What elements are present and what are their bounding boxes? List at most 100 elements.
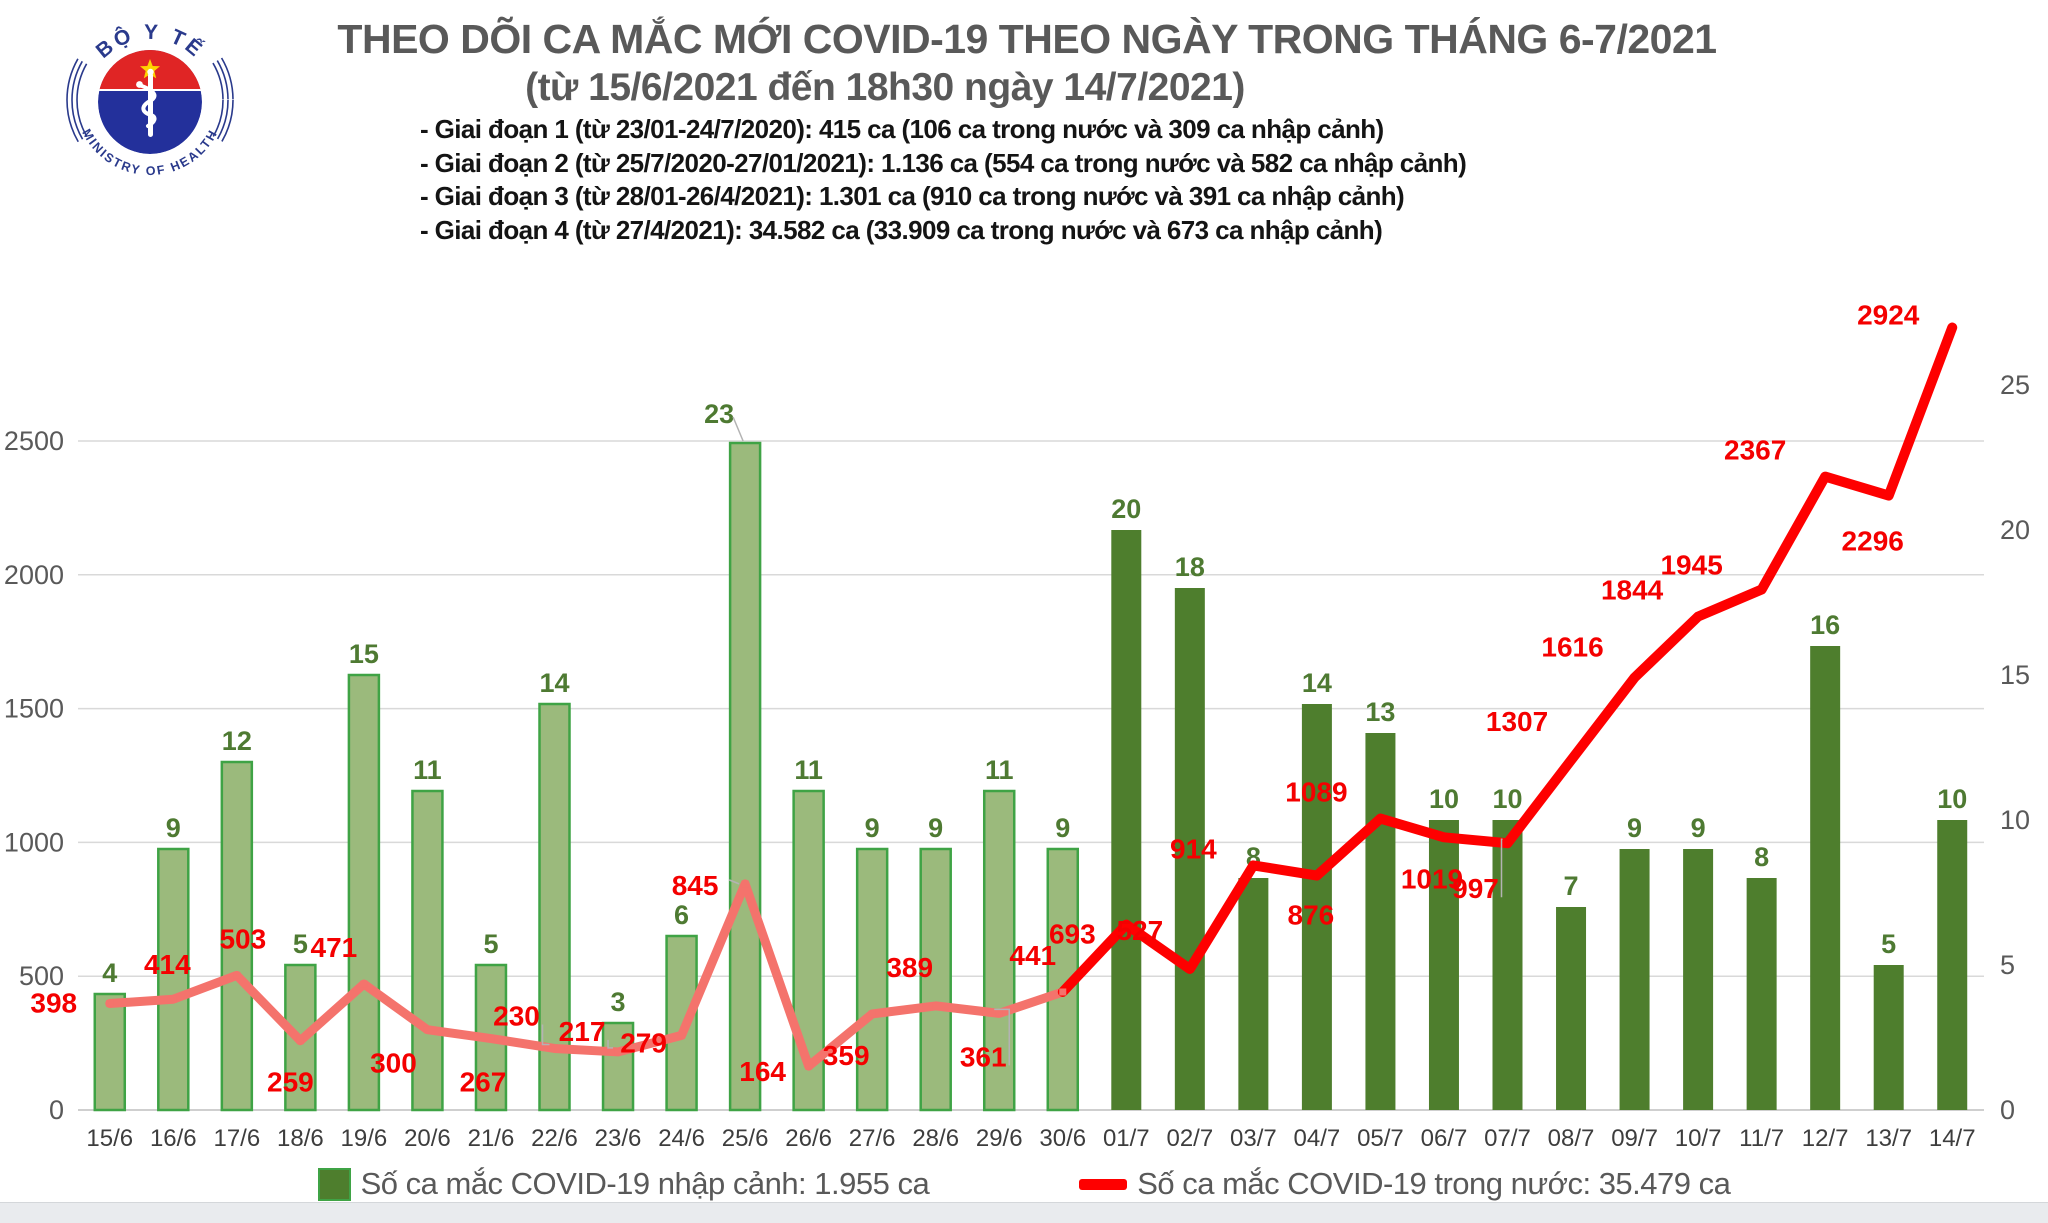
line-value-label: 441	[1009, 940, 1056, 971]
right-axis-tick-label: 20	[2000, 515, 2030, 545]
line-value-label: 389	[886, 952, 933, 983]
line-point-marker	[1694, 613, 1702, 621]
x-axis-date-label: 20/6	[404, 1125, 451, 1152]
x-axis-date-label: 15/6	[86, 1125, 133, 1152]
x-axis-date-label: 11/7	[1739, 1125, 1784, 1152]
line-value-label: 1945	[1660, 550, 1722, 581]
x-axis-date-label: 24/6	[658, 1125, 705, 1152]
line-value-label: 230	[493, 1000, 540, 1031]
imported-cases-bar	[1428, 820, 1459, 1110]
line-point-marker	[551, 1044, 558, 1052]
line-point-marker	[1758, 586, 1766, 594]
left-axis-tick-label: 500	[19, 961, 64, 991]
bar-value-label: 9	[1055, 813, 1070, 843]
line-point-marker	[1631, 674, 1639, 682]
bar-value-label: 13	[1365, 697, 1395, 727]
line-point-marker	[678, 1031, 686, 1039]
x-axis-date-label: 18/6	[277, 1125, 324, 1152]
imported-cases-bar	[919, 847, 952, 1112]
chart-legend: Số ca mắc COVID-19 nhập cảnh: 1.955 ca S…	[0, 1166, 2048, 1202]
legend-item-domestic-cases: Số ca mắc COVID-19 trong nước: 35.479 ca	[1079, 1166, 1731, 1202]
imported-cases-bar	[855, 847, 889, 1112]
logo-caduceus-icon	[136, 68, 157, 137]
bar-value-label: 14	[539, 668, 569, 698]
x-axis-date-label: 02/7	[1166, 1125, 1213, 1152]
x-axis-date-label: 06/7	[1421, 1125, 1468, 1152]
line-point-marker	[1313, 872, 1321, 880]
line-value-label: 1616	[1541, 632, 1603, 663]
x-axis-date-label: 29/6	[976, 1125, 1023, 1152]
line-point-marker	[423, 1026, 431, 1034]
line-point-marker	[487, 1035, 495, 1043]
x-axis-date-label: 08/7	[1548, 1125, 1595, 1152]
right-axis-tick-label: 10	[2000, 805, 2030, 835]
phase-1-line: - Giai đoạn 1 (từ 23/01-24/7/2020): 415 …	[420, 114, 1384, 144]
line-value-label: 2367	[1724, 435, 1786, 466]
line-point-marker	[169, 995, 177, 1003]
bar-value-label: 12	[222, 726, 252, 756]
imported-cases-bar	[347, 673, 381, 1112]
imported-cases-bar	[1365, 733, 1396, 1110]
line-point-marker	[1122, 921, 1130, 929]
logo-star-icon	[140, 59, 160, 79]
bar-value-label: 9	[1691, 813, 1706, 843]
bar-value-label: 11	[413, 755, 442, 785]
bar-value-label: 14	[1302, 668, 1332, 698]
imported-cases-bar	[1556, 907, 1587, 1110]
legend-imported-label: Số ca mắc COVID-19 nhập cảnh: 1.955 ca	[360, 1166, 930, 1201]
imported-cases-bar	[601, 1021, 635, 1112]
imported-cases-bar	[1619, 849, 1650, 1110]
line-value-label: 300	[370, 1048, 417, 1079]
bar-value-label: 10	[1492, 784, 1522, 814]
line-point-marker	[805, 1062, 813, 1070]
x-axis-date-label: 30/6	[1039, 1125, 1086, 1152]
line-point-marker	[1948, 324, 1956, 332]
x-axis-date-label: 03/7	[1230, 1125, 1277, 1152]
domestic-cases-line-june	[105, 879, 1068, 1071]
bar-value-label: 4	[102, 958, 117, 988]
line-value-label: 997	[1452, 873, 1499, 904]
line-label-leader-line	[728, 879, 740, 885]
phase-3-line: - Giai đoạn 3 (từ 28/01-26/4/2021): 1.30…	[420, 181, 1405, 211]
x-axis-date-label: 14/7	[1929, 1125, 1976, 1152]
legend-item-imported-cases: Số ca mắc COVID-19 nhập cảnh: 1.955 ca	[317, 1166, 930, 1202]
logo-side-arcs	[66, 16, 234, 184]
line-value-label: 259	[267, 1067, 314, 1098]
bottom-strip	[0, 1202, 2048, 1223]
bar-value-label: 10	[1429, 784, 1459, 814]
bar-value-label: 8	[1754, 842, 1769, 872]
line-point-marker	[106, 999, 114, 1007]
bar-value-label: 11	[794, 755, 823, 785]
line-label-leader-line	[1500, 838, 1503, 898]
line-point-marker	[1249, 861, 1257, 869]
page-title: THEO DÕI CA MẮC MỚI COVID-19 THEO NGÀY T…	[337, 16, 1717, 62]
x-axis-date-label: 22/6	[531, 1125, 578, 1152]
line-value-label: 527	[1116, 915, 1163, 946]
right-axis-tick-label: 25	[2000, 370, 2030, 400]
imported-cases-bar	[157, 847, 190, 1112]
x-axis-date-label: 16/6	[150, 1125, 197, 1152]
bar-label-leader-line	[732, 416, 744, 442]
left-axis-tick-label: 2500	[4, 426, 64, 456]
x-axis-date-label: 21/6	[468, 1125, 515, 1152]
line-value-label: 361	[960, 1041, 1007, 1072]
bar-value-label: 5	[1881, 929, 1896, 959]
line-point-marker	[1504, 839, 1511, 847]
imported-cases-bar	[1937, 820, 1968, 1110]
line-value-label: 279	[620, 1027, 667, 1058]
line-point-marker	[233, 971, 241, 979]
page-subtitle: (từ 15/6/2021 đến 18h30 ngày 14/7/2021)	[525, 66, 1245, 109]
bar-value-label: 10	[1937, 784, 1967, 814]
bar-value-label: 3	[611, 987, 626, 1017]
x-axis-date-label: 19/6	[341, 1125, 388, 1152]
left-axis-tick-label: 2000	[4, 560, 64, 590]
bar-value-label: 18	[1175, 552, 1205, 582]
right-axis-tick-label: 5	[2000, 950, 2015, 980]
phase-2-line: - Giai đoạn 2 (từ 25/7/2020-27/01/2021):…	[420, 147, 1467, 178]
x-axis-date-label: 26/6	[785, 1125, 832, 1152]
line-point-marker	[1567, 756, 1575, 764]
imported-cases-bar	[1174, 588, 1205, 1110]
line-series-swatch-icon	[1079, 1178, 1128, 1190]
x-axis-date-label: 01/7	[1103, 1125, 1150, 1152]
